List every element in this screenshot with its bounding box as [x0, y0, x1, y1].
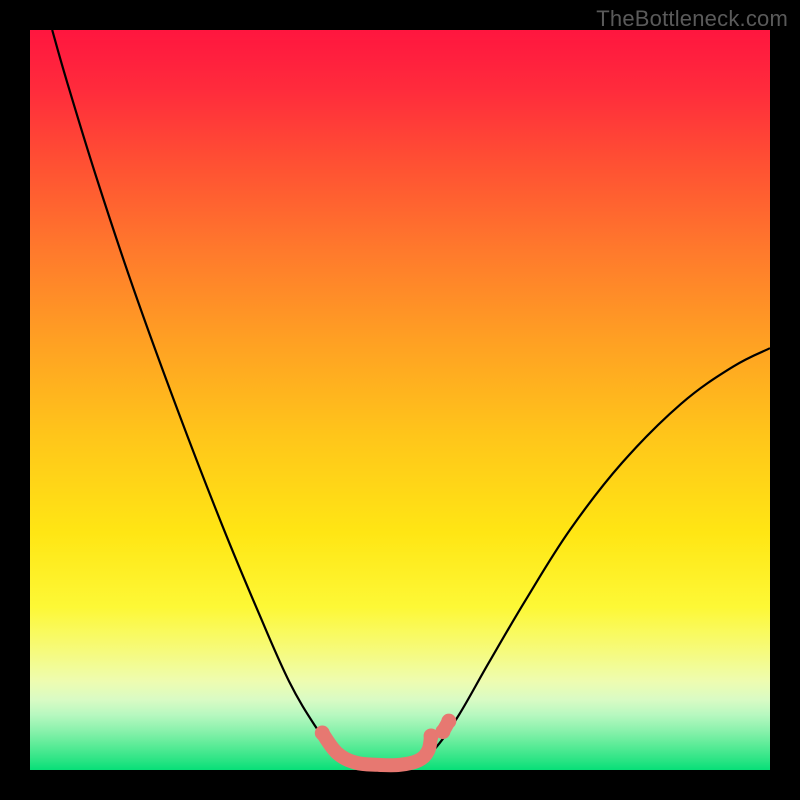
watermark-text: TheBottleneck.com — [596, 6, 788, 32]
bottleneck-chart — [0, 0, 800, 800]
chart-container: { "watermark": { "text": "TheBottleneck.… — [0, 0, 800, 800]
